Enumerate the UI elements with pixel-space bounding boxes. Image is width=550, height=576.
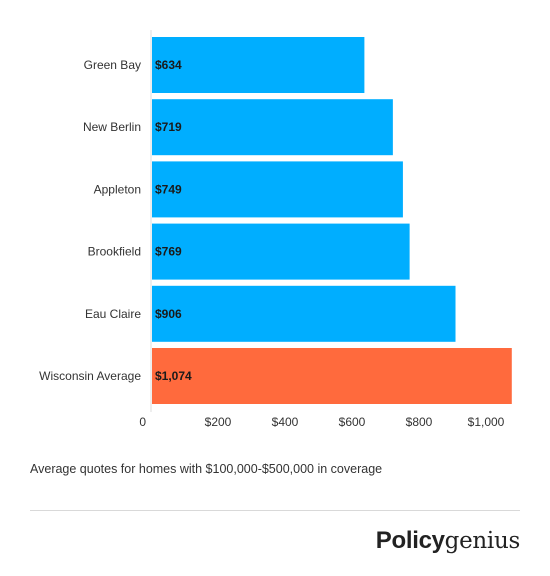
divider xyxy=(30,510,520,511)
category-label: Green Bay xyxy=(84,58,141,72)
bar xyxy=(152,161,403,218)
x-tick-label: $1,000 xyxy=(468,415,505,429)
chart-caption: Average quotes for homes with $100,000-$… xyxy=(30,462,383,476)
category-label: Eau Claire xyxy=(85,307,141,321)
bar xyxy=(152,348,512,404)
bar xyxy=(152,37,365,93)
category-label: New Berlin xyxy=(83,120,141,134)
bar-chart: $634 Green Bay $719 New Berlin $749 Appleton $… xyxy=(39,30,512,429)
bar xyxy=(152,285,456,342)
bar xyxy=(152,99,393,156)
logo-part-genius: genius xyxy=(444,528,521,554)
data-label: $749 xyxy=(155,182,182,196)
policygenius-logo: Policygenius xyxy=(375,527,521,555)
category-label: Wisconsin Average xyxy=(39,369,141,383)
x-tick-label: 0 xyxy=(139,415,146,429)
x-tick-label: $400 xyxy=(272,415,299,429)
data-label: $1,074 xyxy=(155,369,192,383)
data-label: $634 xyxy=(155,58,182,72)
data-label: $906 xyxy=(155,307,182,321)
logo-part-policy: Policy xyxy=(375,527,445,554)
x-tick-label: $600 xyxy=(339,415,366,429)
x-tick-label: $800 xyxy=(406,415,433,429)
x-tick-label: $200 xyxy=(205,415,232,429)
data-label: $719 xyxy=(155,120,182,134)
bar xyxy=(152,223,410,280)
category-label: Appleton xyxy=(94,182,141,196)
category-label: Brookfield xyxy=(88,245,141,259)
data-label: $769 xyxy=(155,245,182,259)
